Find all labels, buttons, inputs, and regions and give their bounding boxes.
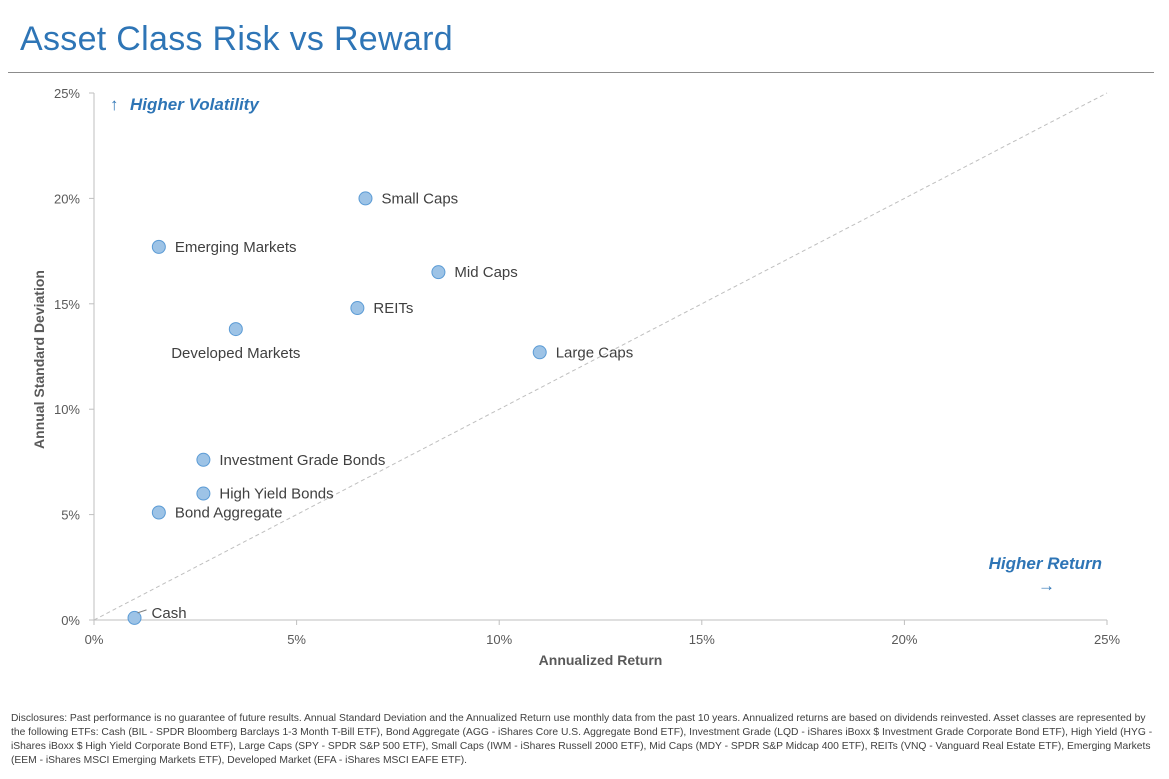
point-label: Emerging Markets [175, 239, 297, 256]
point-label: Developed Markets [171, 345, 300, 362]
label-leader-line [137, 609, 147, 614]
scatter-point [196, 486, 211, 501]
scatter-point [196, 452, 211, 467]
x-tick-label: 20% [891, 632, 917, 647]
right-arrow-icon: → [1038, 576, 1055, 595]
x-axis-title: Annualized Return [539, 652, 663, 668]
x-tick-label: 15% [689, 632, 715, 647]
point-label: Mid Caps [454, 264, 517, 281]
up-arrow-icon: ↑ [110, 95, 119, 114]
page-title: Asset Class Risk vs Reward [20, 20, 453, 58]
point-label: Bond Aggregate [175, 504, 283, 521]
y-tick-label: 10% [54, 402, 80, 417]
x-tick-label: 25% [1094, 632, 1120, 647]
point-label: Investment Grade Bonds [219, 452, 385, 469]
y-tick-label: 25% [54, 86, 80, 101]
scatter-point [151, 239, 166, 254]
y-tick-label: 0% [61, 613, 80, 628]
scatter-point [228, 322, 243, 337]
y-tick-label: 15% [54, 297, 80, 312]
point-label: Small Caps [381, 190, 458, 207]
point-label: Large Caps [556, 344, 634, 361]
reference-diagonal-line [93, 92, 1108, 621]
x-tick-label: 10% [486, 632, 512, 647]
y-axis-title: Annual Standard Deviation [31, 270, 47, 449]
higher-return-label: Higher Return [989, 554, 1102, 573]
title-divider [8, 72, 1154, 73]
point-label: Cash [152, 605, 187, 622]
risk-reward-scatter-chart: 0% 0% 5% 5% 10% 10% 15% 15% 20% 20% 25% 25% Annualiz… [31, 86, 1120, 668]
scatter-point [350, 301, 365, 316]
disclosure-text: Disclosures: Past performance is no guar… [11, 713, 1153, 766]
higher-volatility-label: Higher Volatility [130, 95, 260, 114]
point-label: High Yield Bonds [219, 486, 333, 503]
point-label: REITs [373, 300, 413, 317]
x-tick-label: 5% [287, 632, 306, 647]
scatter-point [532, 345, 547, 360]
scatter-point [127, 610, 142, 625]
y-tick-label: 20% [54, 191, 80, 206]
y-tick-label: 5% [61, 508, 80, 523]
scatter-point [358, 191, 373, 206]
scatter-point [151, 505, 166, 520]
x-tick-label: 0% [85, 632, 104, 647]
scatter-point [431, 265, 446, 280]
